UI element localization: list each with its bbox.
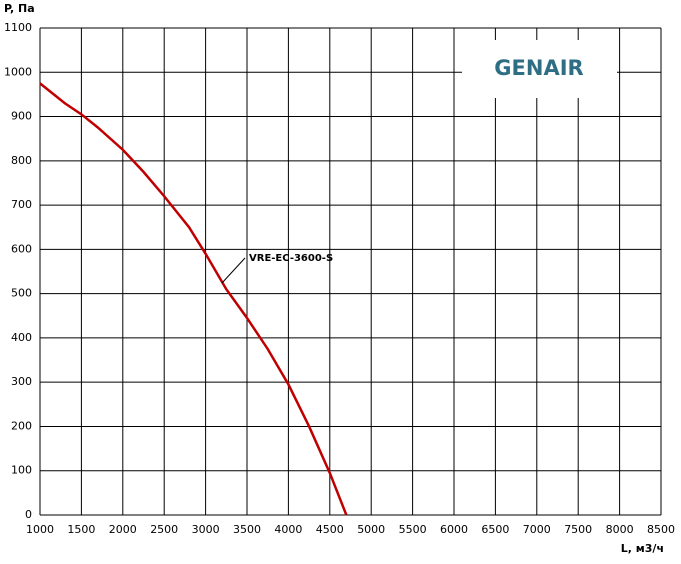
leader-line <box>221 257 246 284</box>
y-tick-label: 500 <box>11 287 32 300</box>
series-label: VRE-EC-3600-S <box>249 253 333 264</box>
y-tick-label: 800 <box>11 154 32 167</box>
x-tick-label: 1500 <box>67 523 95 536</box>
y-tick-label: 100 <box>11 464 32 477</box>
y-tick-label: 300 <box>11 375 32 388</box>
x-tick-label: 1000 <box>26 523 54 536</box>
y-tick-label: 0 <box>25 508 32 521</box>
y-tick-label: 1000 <box>4 65 32 78</box>
x-tick-label: 3500 <box>233 523 261 536</box>
y-tick-label: 700 <box>11 198 32 211</box>
x-tick-label: 6500 <box>481 523 509 536</box>
x-axis-label: L, м3/ч <box>621 542 664 555</box>
curve <box>39 82 348 516</box>
x-tick-label: 8000 <box>606 523 634 536</box>
x-tick-label: 2500 <box>150 523 178 536</box>
x-tick-label: 8500 <box>647 523 675 536</box>
logo: GENAIR <box>494 56 583 80</box>
y-tick-label: 200 <box>11 419 32 432</box>
y-tick-label: 400 <box>11 331 32 344</box>
x-tick-label: 5500 <box>399 523 427 536</box>
y-tick-label: 900 <box>11 110 32 123</box>
logo-box <box>462 40 617 98</box>
y-tick-label: 600 <box>11 242 32 255</box>
x-tick-label: 4500 <box>316 523 344 536</box>
y-tick-label: 1100 <box>4 21 32 34</box>
x-tick-label: 5000 <box>357 523 385 536</box>
x-tick-label: 7500 <box>564 523 592 536</box>
x-tick-label: 7000 <box>523 523 551 536</box>
x-tick-label: 2000 <box>109 523 137 536</box>
y-axis-label: P, Па <box>4 2 35 15</box>
x-tick-label: 6000 <box>440 523 468 536</box>
x-tick-label: 4000 <box>274 523 302 536</box>
x-tick-label: 3000 <box>192 523 220 536</box>
